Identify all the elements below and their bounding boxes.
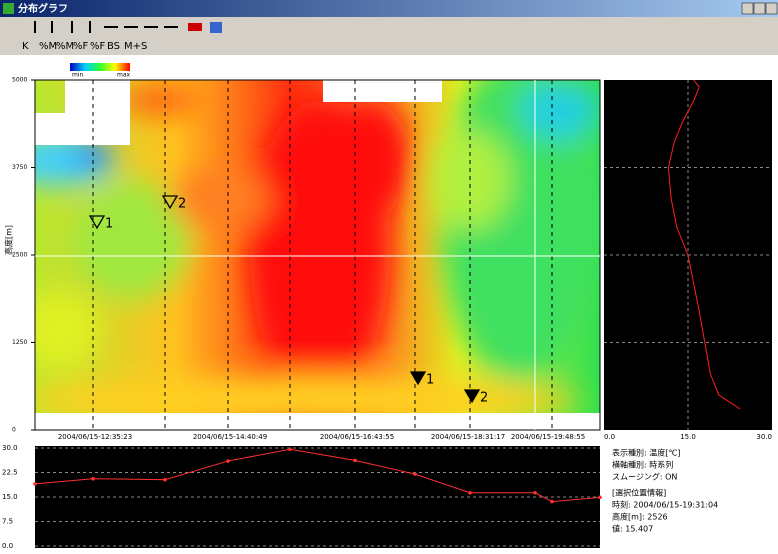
y-axis-label: 高度[m] xyxy=(4,225,14,255)
cursor-lines xyxy=(35,80,600,430)
point xyxy=(288,447,292,452)
marker-label: 1 xyxy=(105,217,113,232)
color-bar xyxy=(70,63,130,71)
y-tick-label: 3750 xyxy=(12,164,27,171)
info-line: 時刻: 2004/06/15-19:31:04 xyxy=(612,500,718,510)
marker xyxy=(161,195,179,210)
title-bar xyxy=(0,0,778,17)
info-line: 表示種別: 温度[℃] xyxy=(612,448,680,458)
point xyxy=(468,490,472,495)
info-line: 横軸種別: 時系列 xyxy=(612,460,673,470)
y-tick-label: 2500 xyxy=(12,252,27,259)
no-data xyxy=(35,80,600,430)
color-min: min xyxy=(72,72,84,79)
x-tick-label: 0.0 xyxy=(604,433,615,441)
x-label: 2004/06/15-19:48:55 xyxy=(511,433,585,441)
info-line: スムージング: ON xyxy=(612,472,677,482)
point xyxy=(91,476,95,481)
info-line: 高度[m]: 2526 xyxy=(612,512,668,522)
toolbar-button[interactable]: K xyxy=(22,41,29,52)
marker-label: 2 xyxy=(480,391,488,406)
toolbar xyxy=(0,17,778,55)
app-icon xyxy=(3,3,14,14)
y-tick-label: 1250 xyxy=(12,339,27,346)
point xyxy=(353,458,357,463)
marker xyxy=(88,215,106,230)
toolbar-button[interactable]: %F xyxy=(73,41,89,52)
y-tick-label: 22.5 xyxy=(2,469,18,477)
info-line: [選択位置情報] xyxy=(612,488,666,498)
point xyxy=(550,499,554,504)
info-line: 値: 15.407 xyxy=(612,524,653,534)
x-label: 2004/06/15-18:31:17 xyxy=(431,433,505,441)
y-tick-label: 7.5 xyxy=(2,518,13,526)
marker xyxy=(409,371,427,386)
toolbar-icons[interactable] xyxy=(34,21,222,33)
window-title: 分布グラフ xyxy=(18,2,68,15)
y-tick-label: 0.0 xyxy=(2,542,13,550)
x-label: 2004/06/15-16:43:55 xyxy=(320,433,394,441)
x-tick-label: 15.0 xyxy=(680,433,696,441)
point xyxy=(33,482,37,486)
x-label: 2004/06/15-12:35:23 xyxy=(58,433,132,441)
toolbar-button[interactable]: M+ xyxy=(124,41,141,52)
y-tick-label: 30.0 xyxy=(2,444,18,452)
y-tick-label: 15.0 xyxy=(2,493,18,501)
point xyxy=(598,495,602,500)
toolbar-button[interactable]: BS xyxy=(107,41,120,52)
window-controls[interactable] xyxy=(741,2,778,15)
marker xyxy=(463,389,481,404)
toolbar-button[interactable]: S xyxy=(141,41,147,52)
marker-label: 1 xyxy=(426,373,434,388)
toolbar-button[interactable]: %F xyxy=(90,41,106,52)
point xyxy=(226,459,230,463)
profile-line xyxy=(667,79,741,410)
point xyxy=(163,477,167,482)
point xyxy=(413,472,417,476)
x-label: 2004/06/15-14:40:49 xyxy=(193,433,267,441)
x-tick-label: 30.0 xyxy=(756,433,772,441)
y-tick-label: 5000 xyxy=(12,77,27,84)
toolbar-button[interactable]: %M xyxy=(56,41,74,52)
point xyxy=(533,490,537,495)
marker-label: 2 xyxy=(178,197,186,212)
y-tick-label: 0 xyxy=(12,427,16,434)
heatmap-field xyxy=(35,80,600,425)
color-max: max xyxy=(117,72,131,79)
toolbar-button[interactable]: %M xyxy=(39,41,57,52)
